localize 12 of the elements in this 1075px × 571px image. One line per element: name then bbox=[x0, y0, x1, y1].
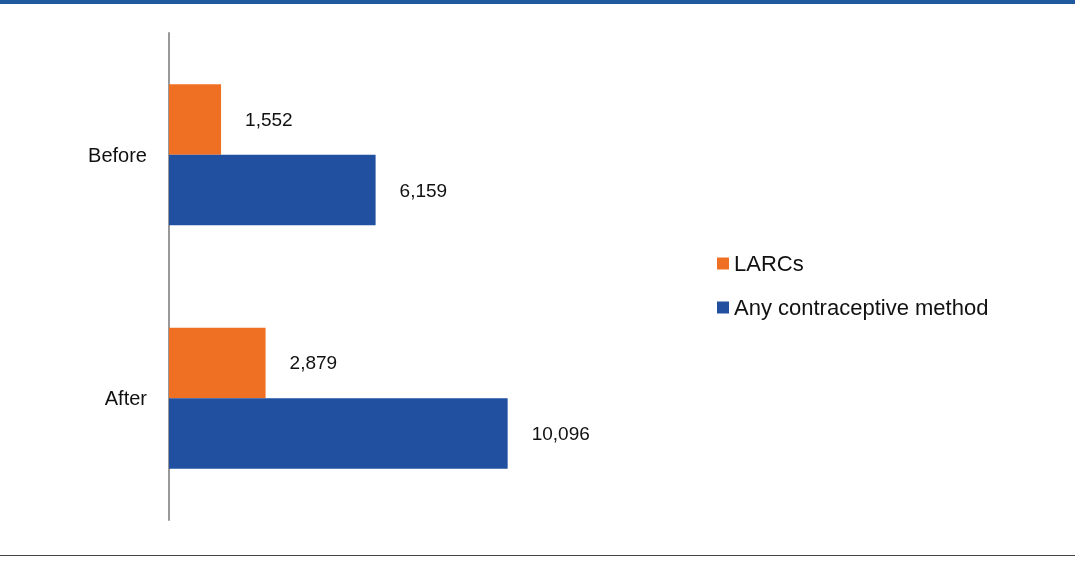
legend-label: Any contraceptive method bbox=[734, 295, 989, 320]
bar bbox=[169, 84, 222, 155]
legend-label: LARCs bbox=[734, 251, 804, 276]
data-label: 10,096 bbox=[531, 423, 590, 445]
bar bbox=[169, 398, 508, 469]
y-tick-label: Before bbox=[88, 143, 147, 166]
data-label: 2,879 bbox=[289, 352, 338, 374]
data-label: 6,159 bbox=[399, 179, 448, 201]
data-label: 1,552 bbox=[245, 108, 293, 130]
bar bbox=[169, 327, 266, 399]
y-tick-label: After bbox=[104, 387, 148, 410]
bar bbox=[169, 154, 376, 226]
